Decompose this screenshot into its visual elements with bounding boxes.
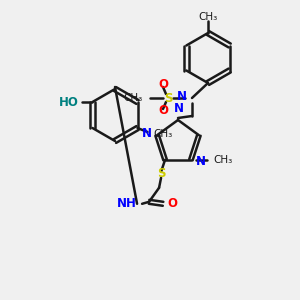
Text: CH₃: CH₃ (154, 129, 173, 139)
Text: NH: NH (117, 197, 137, 210)
Text: N: N (142, 127, 152, 140)
Text: O: O (158, 104, 168, 118)
Text: CH₃: CH₃ (213, 155, 232, 165)
Text: S: S (164, 92, 172, 104)
Text: O: O (167, 197, 177, 210)
Text: S: S (157, 167, 165, 180)
Text: CH₃: CH₃ (124, 93, 143, 103)
Text: N: N (174, 102, 184, 115)
Text: CH₃: CH₃ (198, 12, 218, 22)
Text: N: N (196, 155, 206, 168)
Text: O: O (158, 79, 168, 92)
Text: N: N (177, 91, 187, 103)
Text: HO: HO (58, 95, 79, 109)
